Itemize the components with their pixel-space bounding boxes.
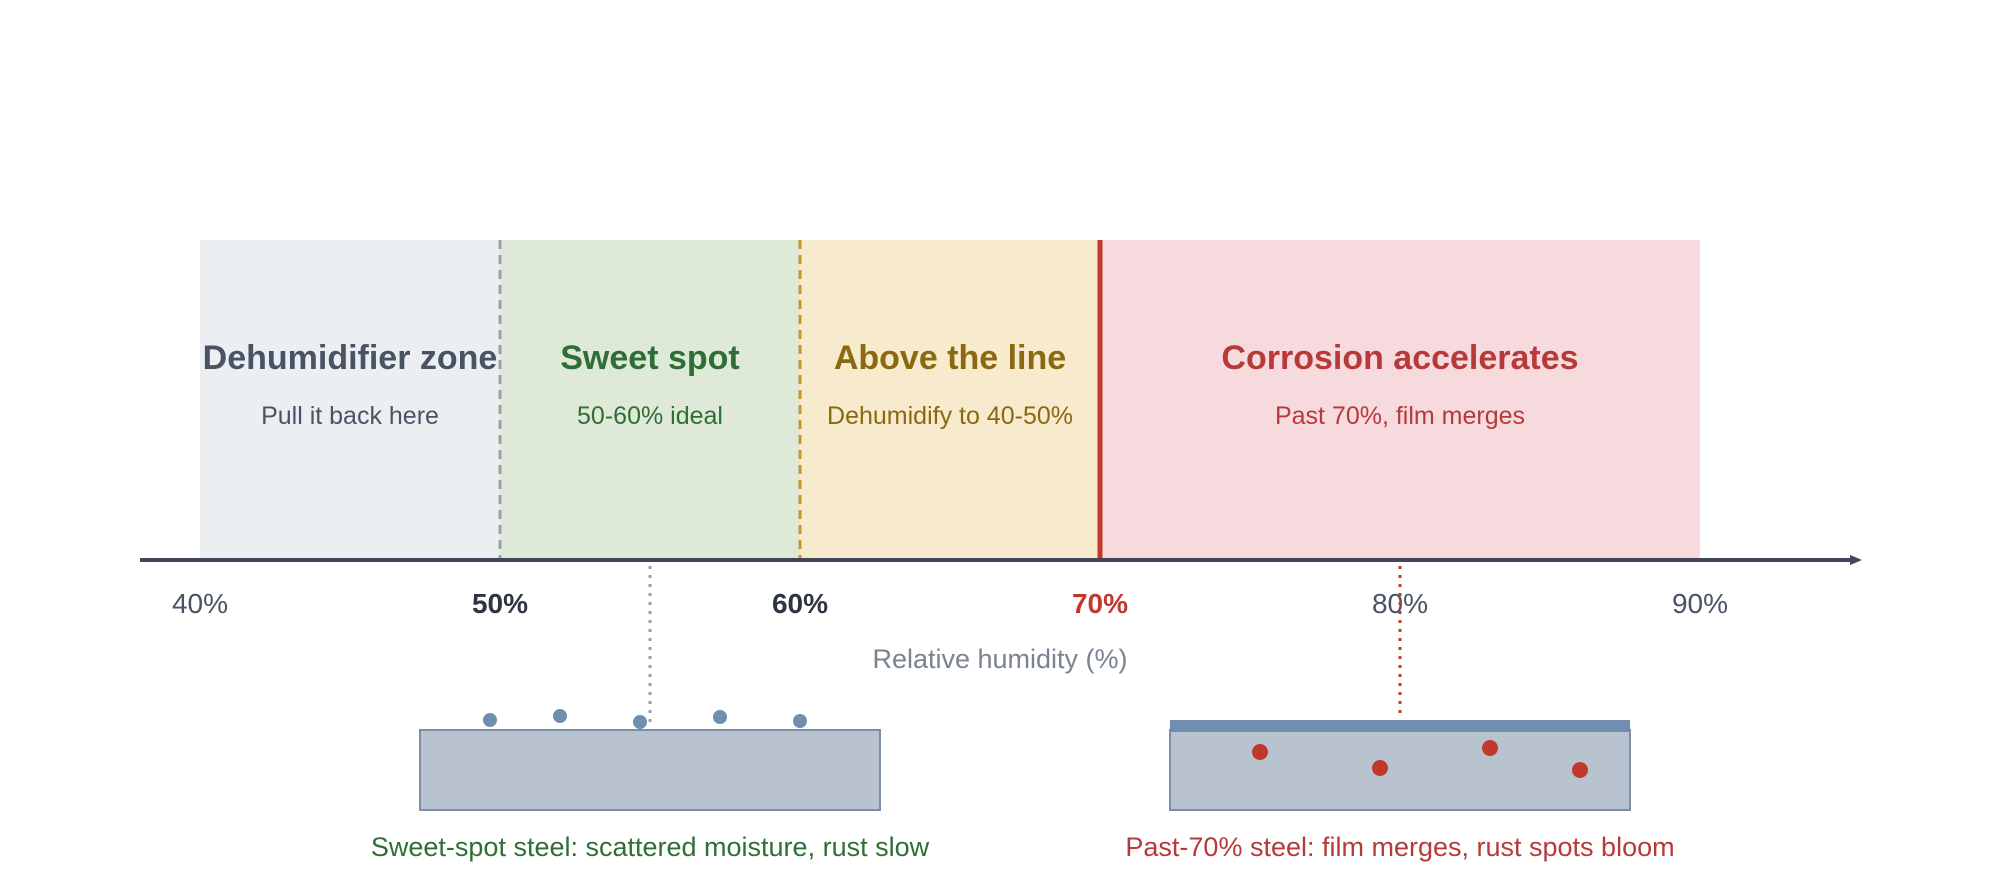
zone-green-title: Sweet spot [560, 339, 739, 377]
tick-label-40: 40% [172, 588, 228, 619]
moisture-film [1170, 720, 1630, 732]
axis-title: Relative humidity (%) [872, 644, 1127, 674]
rust-spot [1482, 740, 1498, 756]
zone-red-band [1100, 240, 1700, 560]
axis-arrowhead [1850, 555, 1862, 565]
moisture-droplet [633, 715, 647, 729]
sweet-spot-steel-plate [419, 729, 881, 811]
zone-gray-title: Dehumidifier zone [203, 339, 498, 377]
moisture-droplet [483, 713, 497, 727]
past-70-steel-illustration [1169, 720, 1631, 811]
zone-red-subtitle: Past 70%, film merges [1275, 402, 1525, 430]
rust-spot [1572, 762, 1588, 778]
zone-red-title: Corrosion accelerates [1221, 339, 1578, 377]
past-70-caption: Past-70% steel: film merges, rust spots … [1125, 832, 1674, 862]
rust-spot [1252, 744, 1268, 760]
tick-label-60: 60% [772, 588, 828, 619]
tick-label-50: 50% [472, 588, 528, 619]
moisture-droplet [553, 709, 567, 723]
zone-yellow-subtitle: Dehumidify to 40-50% [827, 402, 1073, 430]
zone-yellow-band [800, 240, 1100, 560]
moisture-droplet [793, 714, 807, 728]
sweet-spot-caption: Sweet-spot steel: scattered moisture, ru… [371, 832, 930, 862]
sweet-spot-steel-illustration [419, 709, 881, 811]
zone-yellow-title: Above the line [834, 339, 1066, 377]
zone-green-subtitle: 50-60% ideal [577, 402, 723, 430]
past-70-steel-plate [1169, 729, 1631, 811]
zone-gray-band [200, 240, 500, 560]
zone-gray-subtitle: Pull it back here [261, 402, 439, 430]
zone-green-band [500, 240, 800, 560]
tick-label-90: 90% [1672, 588, 1728, 619]
tick-label-70: 70% [1072, 588, 1128, 619]
moisture-droplet [713, 710, 727, 724]
rust-spot [1372, 760, 1388, 776]
